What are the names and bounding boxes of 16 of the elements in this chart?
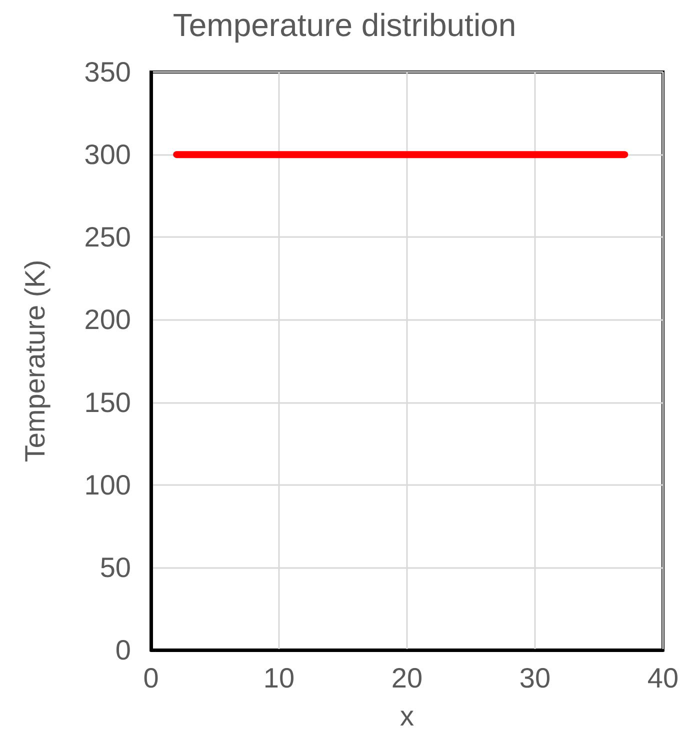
y-axis-title: Temperature (K) — [20, 260, 50, 462]
y-tick-label: 200 — [84, 304, 131, 336]
y-tick-label: 0 — [115, 634, 131, 666]
x-tick-label: 40 — [647, 662, 679, 694]
x-axis-title: x — [400, 700, 414, 732]
y-tick-label: 50 — [100, 552, 131, 583]
y-tick-label: 350 — [84, 56, 131, 88]
chart-title: Temperature distribution — [172, 7, 516, 43]
y-tick-label: 300 — [84, 139, 131, 170]
x-tick-label: 30 — [519, 662, 551, 694]
x-tick-label: 10 — [263, 662, 295, 694]
y-tick-label: 250 — [84, 222, 131, 253]
y-tick-label: 100 — [84, 469, 131, 500]
x-tick-label: 20 — [391, 662, 423, 694]
y-tick-label: 150 — [84, 386, 131, 418]
x-tick-label: 0 — [143, 662, 159, 694]
